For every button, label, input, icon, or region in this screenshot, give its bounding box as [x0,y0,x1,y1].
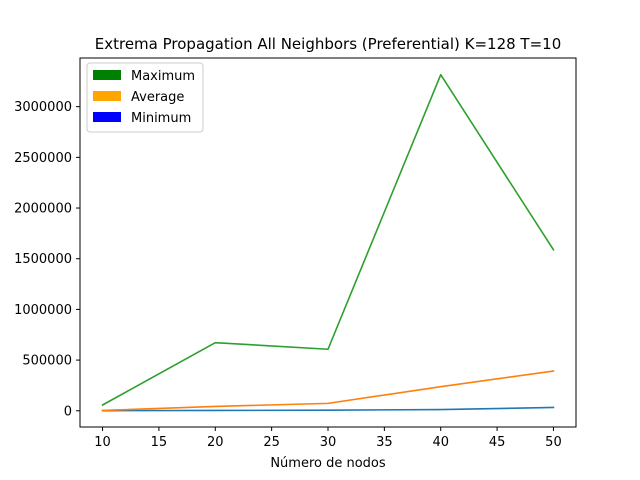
series-line-0 [101,406,555,412]
x-tick-label: 10 [94,435,111,450]
x-tick-label: 45 [489,435,506,450]
legend-swatch [93,112,121,122]
legend-swatch [93,91,121,101]
y-tick-label: 0 [64,404,72,419]
y-tick-label: 1500000 [14,252,72,267]
x-tick-label: 40 [432,435,449,450]
series-line-1 [101,370,555,412]
x-tick-label: 15 [151,435,168,450]
legend: Maximum Average Minimum [86,62,204,133]
y-tick-label: 1000000 [14,303,72,318]
x-tick-label: 30 [320,435,337,450]
y-tick-label: 3000000 [14,100,72,115]
x-tick-label: 35 [376,435,393,450]
y-tick-label: 500000 [22,354,72,369]
x-tick-label: 25 [263,435,280,450]
legend-label: Maximum [131,69,195,84]
chart-title: Extrema Propagation All Neighbors (Prefe… [95,35,562,53]
legend-label: Average [131,90,184,105]
series-line-2 [101,73,555,407]
legend-label: Minimum [131,111,191,126]
x-tick-label: 50 [545,435,562,450]
x-axis-title: Número de nodos [270,456,386,471]
y-tick-label: 2000000 [14,202,72,217]
x-tick-label: 20 [207,435,224,450]
y-tick-label: 2500000 [14,151,72,166]
legend-swatch [93,70,121,80]
plot-area: 10 15 20 25 30 35 40 45 50 0 500000 1000000 1500000 2… [14,57,577,450]
